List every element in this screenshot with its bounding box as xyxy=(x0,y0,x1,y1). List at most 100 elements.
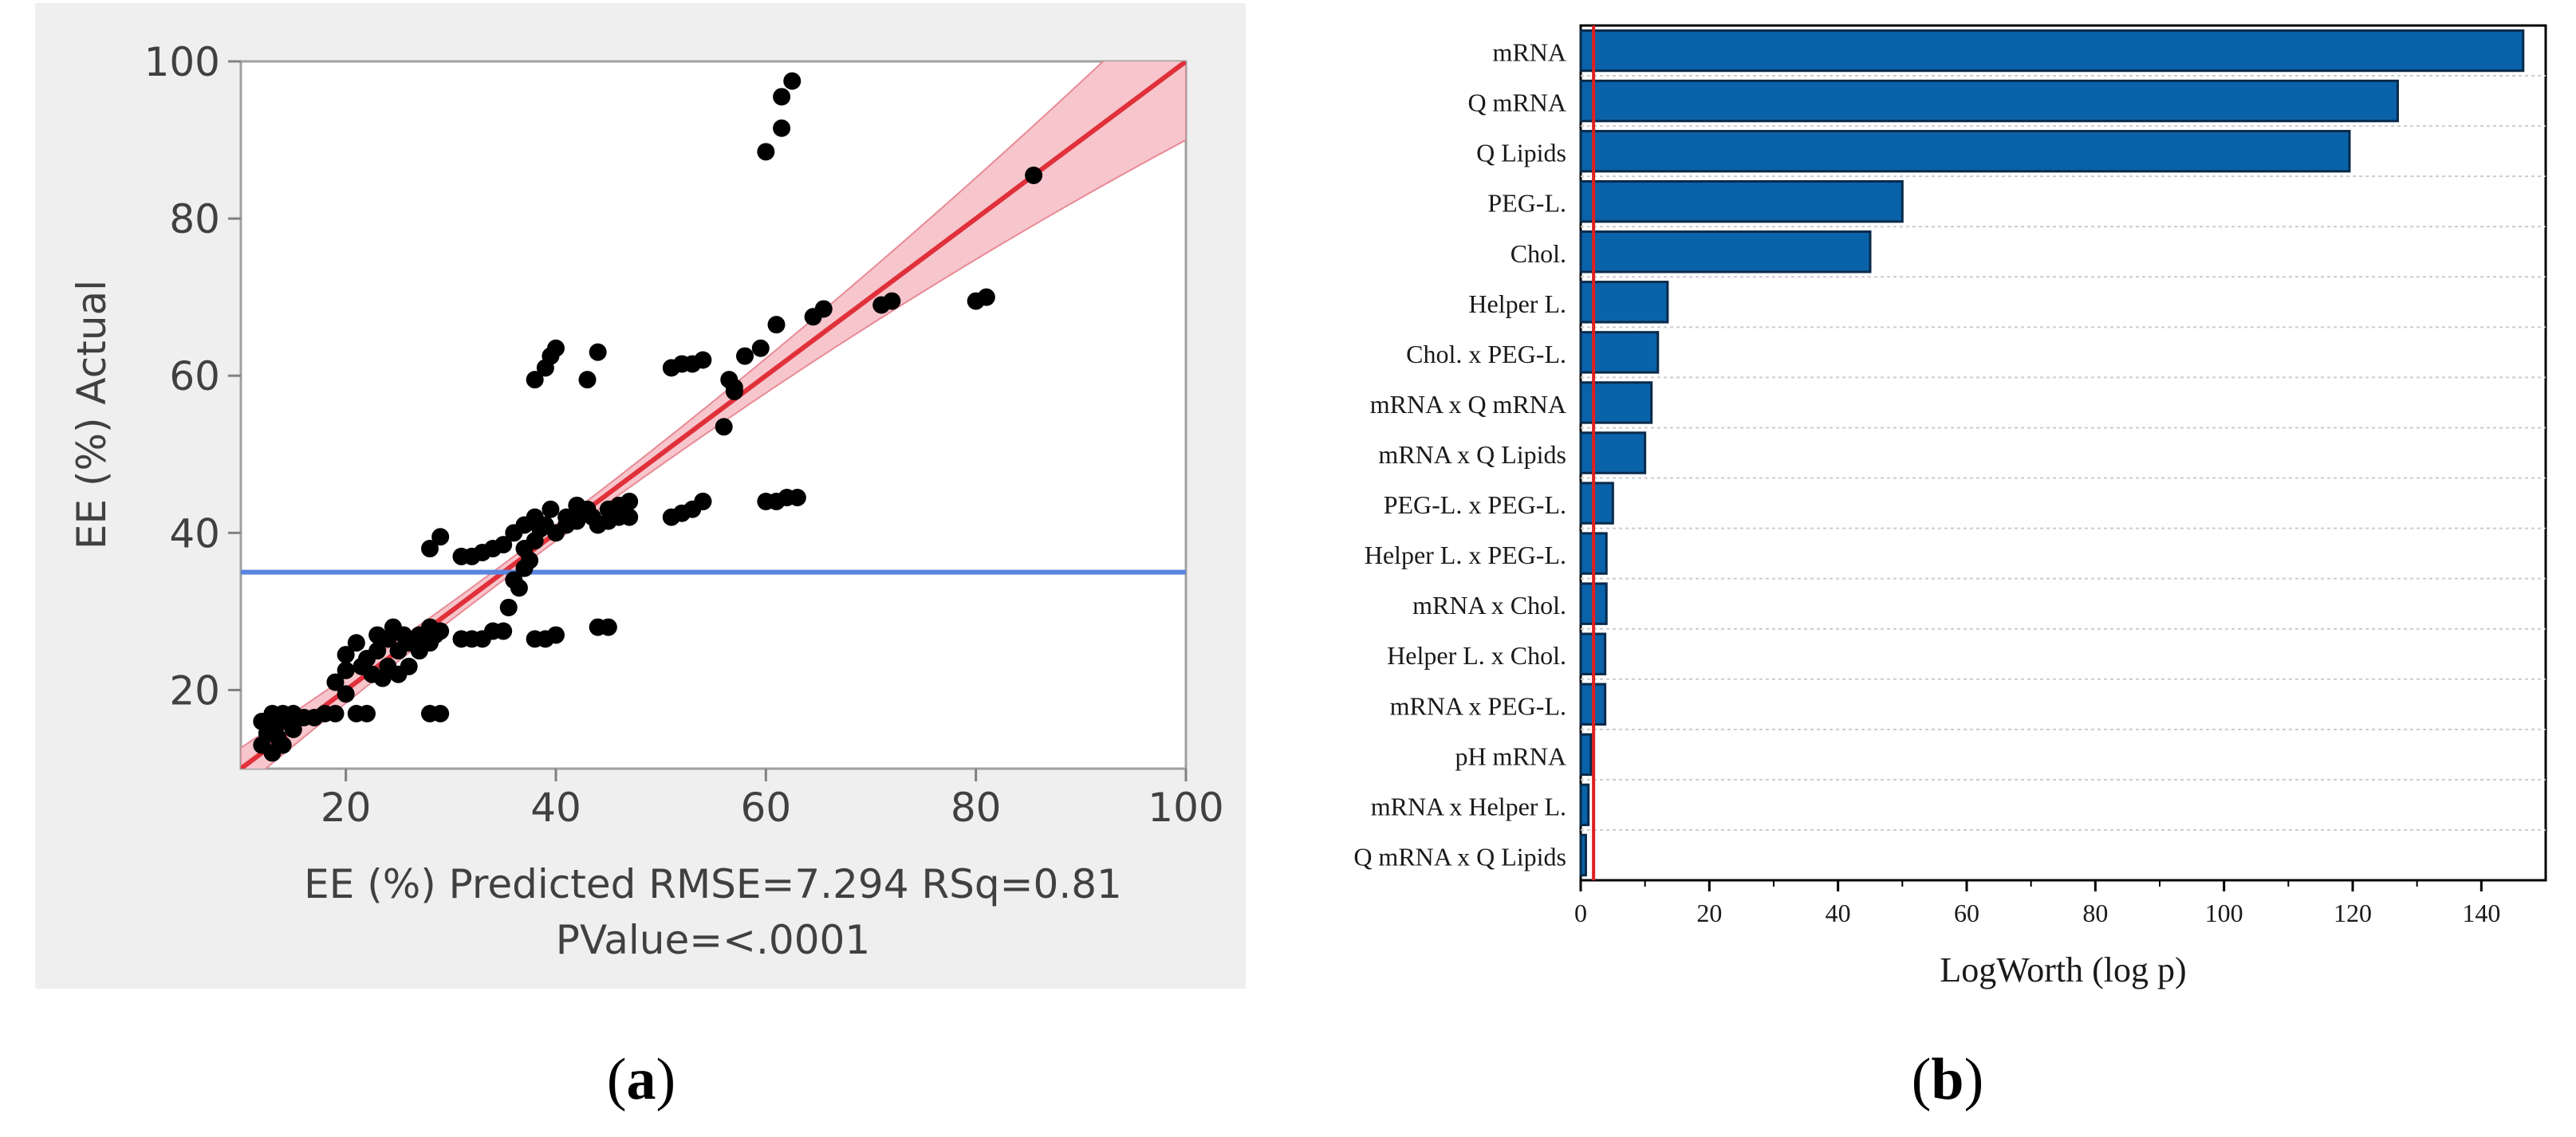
y-tick-label: 20 xyxy=(169,667,220,714)
data-point xyxy=(510,579,528,597)
category-label: PEG-L. xyxy=(1487,189,1566,218)
data-point xyxy=(431,528,450,546)
y-tick-label: 80 xyxy=(169,196,220,242)
data-point xyxy=(1025,166,1043,184)
category-label: Helper L. xyxy=(1468,289,1566,318)
data-point xyxy=(337,685,355,703)
panel-a-xlabel-line1: EE (%) Predicted RMSE=7.294 RSq=0.81 xyxy=(304,861,1122,907)
data-point xyxy=(368,642,387,660)
x-tick-label: 0 xyxy=(1574,899,1587,927)
category-label: Helper L. x PEG-L. xyxy=(1365,541,1566,569)
category-label: Q Lipids xyxy=(1476,139,1566,167)
panel-a-ylabel: EE (%) Actual xyxy=(69,280,115,549)
data-point xyxy=(547,626,565,644)
panel-b-plot-area: mRNA Q mRNA Q Lipids PEG-L. Chol. Helper L. Ch… xyxy=(1353,26,2546,927)
panel-label-a: (a) xyxy=(607,1047,676,1112)
x-tick-label: 60 xyxy=(1954,899,1979,927)
data-point xyxy=(400,657,418,675)
x-tick-label: 20 xyxy=(321,785,372,831)
data-point xyxy=(773,88,791,106)
data-point xyxy=(773,119,791,137)
data-point xyxy=(757,143,775,161)
category-label: Q mRNA xyxy=(1467,89,1566,117)
data-point xyxy=(326,705,345,723)
x-tick-label: 60 xyxy=(741,785,792,831)
bar xyxy=(1579,381,1653,424)
category-label: mRNA x Q mRNA xyxy=(1370,390,1566,419)
x-tick-label: 20 xyxy=(1696,899,1722,927)
x-tick-label: 100 xyxy=(2205,899,2243,927)
x-tick-label: 40 xyxy=(530,785,581,831)
data-point xyxy=(578,371,597,389)
data-point xyxy=(883,292,901,310)
bar xyxy=(1579,79,2399,123)
data-point xyxy=(499,598,518,616)
data-point xyxy=(347,634,365,652)
data-point xyxy=(783,72,802,90)
data-point xyxy=(421,540,439,558)
bar xyxy=(1579,230,1872,273)
data-point xyxy=(620,492,639,510)
bar xyxy=(1579,783,1590,827)
data-point xyxy=(715,418,733,436)
category-label: mRNA x Chol. xyxy=(1412,591,1566,620)
x-tick-label: 140 xyxy=(2462,899,2500,927)
bar xyxy=(1579,482,1614,525)
bar xyxy=(1579,431,1647,474)
panel-label-b: (b) xyxy=(1912,1047,1983,1112)
bar xyxy=(1579,179,1904,223)
bar xyxy=(1579,29,2525,73)
data-point xyxy=(431,622,450,640)
data-point xyxy=(358,705,376,723)
category-label: Q mRNA x Q Lipids xyxy=(1353,842,1566,871)
data-point xyxy=(694,351,712,369)
category-label: mRNA xyxy=(1493,38,1566,67)
bar xyxy=(1579,833,1587,877)
x-tick-label: 120 xyxy=(2334,899,2372,927)
x-tick-label: 80 xyxy=(951,785,1002,831)
data-point xyxy=(542,500,560,518)
data-point xyxy=(521,551,539,569)
category-label: Chol. xyxy=(1511,239,1566,268)
category-label: mRNA x PEG-L. xyxy=(1390,691,1566,720)
data-point xyxy=(767,316,786,334)
data-point xyxy=(788,488,806,506)
panel-a-inner xyxy=(241,61,1186,769)
data-point xyxy=(694,492,712,510)
data-point xyxy=(337,661,355,679)
data-point xyxy=(977,288,995,306)
panel-a-chart: EE (%) Predicted RMSE=7.294 RSq=0.81 PVa… xyxy=(69,39,1224,963)
category-label: Helper L. x Chol. xyxy=(1387,641,1566,670)
y-tick-label: 40 xyxy=(169,510,220,557)
data-point xyxy=(736,347,754,365)
data-point xyxy=(599,618,617,636)
panel-b-chart: LogWorth (log p) mRNA Q mRNA Q Lipids PEG-L… xyxy=(1353,24,2547,989)
data-point xyxy=(725,379,743,397)
data-point xyxy=(494,622,513,640)
data-point xyxy=(814,300,833,318)
y-tick-label: 100 xyxy=(144,39,220,85)
bar xyxy=(1579,733,1593,777)
panel-a-xlabel-line2: PValue=<.0001 xyxy=(556,917,870,963)
data-point xyxy=(620,508,639,526)
data-point xyxy=(494,536,513,554)
x-tick-label: 40 xyxy=(1826,899,1851,927)
category-label: mRNA x Helper L. xyxy=(1371,792,1566,820)
data-point xyxy=(274,736,292,754)
x-tick-label: 80 xyxy=(2082,899,2108,927)
category-label: pH mRNA xyxy=(1455,742,1566,770)
data-point xyxy=(284,720,302,738)
data-point xyxy=(326,673,345,691)
bar xyxy=(1579,129,2351,173)
data-point xyxy=(751,339,770,357)
data-point xyxy=(431,705,450,723)
data-point xyxy=(547,339,565,357)
data-point xyxy=(337,646,355,664)
category-label: mRNA x Q Lipids xyxy=(1378,440,1566,469)
y-tick-label: 60 xyxy=(169,353,220,399)
x-tick-label: 100 xyxy=(1148,785,1223,831)
data-point xyxy=(568,512,586,530)
bar xyxy=(1579,281,1669,324)
